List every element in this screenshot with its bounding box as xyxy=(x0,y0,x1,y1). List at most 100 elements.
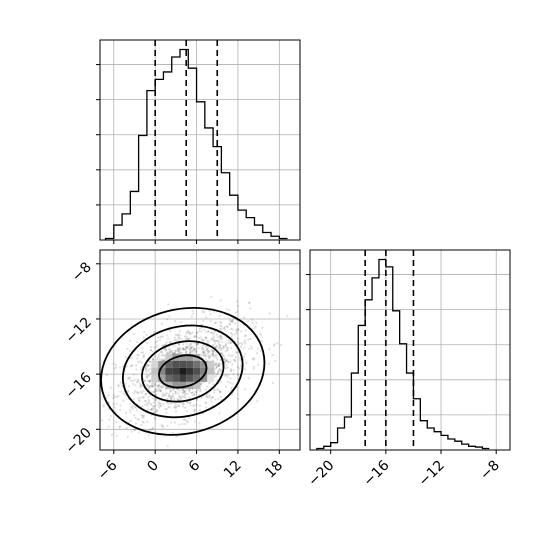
scatter-point xyxy=(202,351,205,354)
scatter-point xyxy=(153,399,156,402)
scatter-point xyxy=(184,347,187,351)
scatter-point xyxy=(210,400,213,403)
scatter-point xyxy=(107,401,110,404)
scatter-point xyxy=(130,356,133,359)
scatter-point xyxy=(216,362,219,365)
scatter-point xyxy=(217,370,220,373)
scatter-point xyxy=(211,343,215,347)
scatter-point xyxy=(177,388,180,391)
scatter-point xyxy=(112,362,115,366)
scatter-point xyxy=(198,327,201,330)
scatter-point xyxy=(185,330,188,333)
scatter-point xyxy=(102,404,105,407)
scatter-point xyxy=(249,307,252,310)
scatter-point xyxy=(135,391,138,394)
scatter-point xyxy=(205,401,208,404)
scatter-point xyxy=(194,390,197,393)
hist2-frame xyxy=(309,249,511,451)
density-block xyxy=(179,367,187,375)
scatter-point xyxy=(188,337,191,340)
scatter-point xyxy=(145,367,148,371)
scatter-point xyxy=(165,351,169,354)
scatter-point xyxy=(154,355,157,358)
scatter-point xyxy=(126,435,129,438)
scatter-point xyxy=(195,331,198,334)
scatter-point xyxy=(133,428,136,431)
scatter-point xyxy=(227,354,230,357)
scatter-point xyxy=(160,424,163,427)
scatter-point xyxy=(141,347,144,350)
scatter-point xyxy=(169,390,172,393)
scatter-point xyxy=(191,309,194,312)
scatter-point xyxy=(232,369,235,372)
hist2-xtick-label-0: −20 xyxy=(305,458,337,490)
scatter-point xyxy=(215,366,218,369)
scatter-point xyxy=(214,321,218,324)
scatter-point xyxy=(142,389,145,392)
scatter-point xyxy=(178,350,181,353)
scatter-point xyxy=(168,394,171,397)
scatter-point xyxy=(226,349,229,352)
scatter-point xyxy=(118,425,121,428)
scatter-point xyxy=(187,338,190,341)
scatter-point xyxy=(177,405,181,408)
scatter-point xyxy=(228,319,231,322)
scatter-point xyxy=(189,401,192,404)
scatter-point xyxy=(174,406,177,409)
joint-frame xyxy=(99,249,301,451)
scatter-point xyxy=(206,385,209,388)
scatter-point xyxy=(212,391,216,394)
scatter-point xyxy=(200,353,203,357)
scatter-point xyxy=(166,318,169,321)
scatter-point xyxy=(180,351,183,354)
scatter-point xyxy=(112,394,115,397)
scatter-point xyxy=(165,411,168,414)
scatter-point xyxy=(176,347,179,350)
scatter-point xyxy=(208,309,211,312)
density-block xyxy=(165,360,173,368)
scatter-point xyxy=(259,333,263,336)
scatter-point xyxy=(222,345,226,349)
scatter-point xyxy=(130,364,133,367)
scatter-point xyxy=(162,385,165,388)
scatter-point xyxy=(207,350,211,354)
scatter-point xyxy=(214,362,217,365)
scatter-point xyxy=(150,407,153,410)
scatter-point xyxy=(117,384,120,388)
scatter-point xyxy=(158,388,162,391)
contour-2 xyxy=(121,324,244,419)
contour-3 xyxy=(100,307,266,436)
density-block xyxy=(207,374,215,382)
scatter-point xyxy=(147,387,150,390)
scatter-point xyxy=(133,392,136,395)
scatter-point xyxy=(212,388,216,392)
scatter-point xyxy=(234,356,237,359)
scatter-point xyxy=(212,352,215,356)
scatter-point xyxy=(229,342,232,345)
scatter-point xyxy=(140,414,143,417)
scatter-point xyxy=(215,346,218,349)
scatter-point xyxy=(251,357,255,360)
scatter-point xyxy=(148,386,151,389)
scatter-point xyxy=(186,338,189,341)
scatter-point xyxy=(148,384,151,388)
scatter-point xyxy=(187,344,191,347)
scatter-point xyxy=(219,321,223,325)
scatter-point xyxy=(129,410,132,414)
scatter-point xyxy=(177,343,181,346)
scatter-point xyxy=(165,349,168,352)
scatter-point xyxy=(147,374,151,377)
scatter-point xyxy=(148,399,151,402)
scatter-point xyxy=(189,345,192,348)
scatter-point xyxy=(214,375,217,378)
scatter-point xyxy=(231,319,234,322)
scatter-point xyxy=(139,396,143,400)
scatter-point xyxy=(144,379,147,382)
scatter-point xyxy=(157,353,161,356)
scatter-point xyxy=(144,368,148,372)
scatter-point xyxy=(236,397,240,400)
scatter-point xyxy=(107,394,110,397)
density-block xyxy=(151,367,159,375)
scatter-point xyxy=(166,401,169,404)
scatter-point xyxy=(158,338,162,342)
